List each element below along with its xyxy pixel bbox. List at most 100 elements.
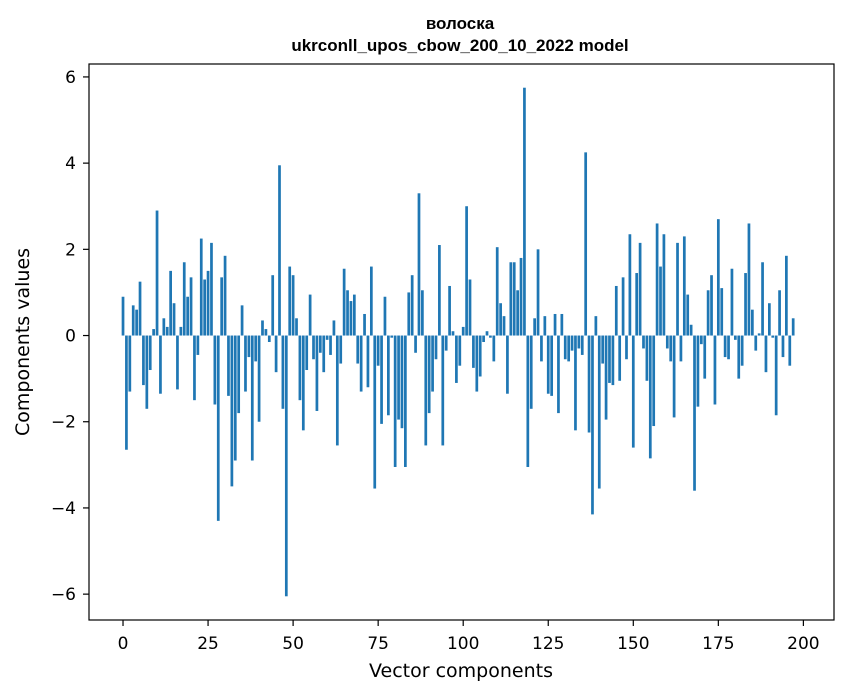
bar bbox=[716, 219, 720, 336]
bar bbox=[597, 335, 601, 489]
bar bbox=[254, 335, 258, 362]
bar bbox=[206, 270, 210, 336]
bar bbox=[247, 335, 251, 358]
bar bbox=[706, 290, 710, 336]
bar bbox=[417, 193, 421, 336]
bar bbox=[145, 335, 149, 409]
bar bbox=[560, 313, 564, 336]
bar bbox=[502, 316, 506, 336]
bar bbox=[325, 335, 329, 340]
bar bbox=[478, 335, 482, 377]
x-tick-label: 50 bbox=[282, 634, 304, 654]
bar bbox=[278, 165, 281, 336]
bar bbox=[730, 268, 734, 336]
bar bbox=[125, 335, 128, 450]
bar bbox=[346, 290, 349, 336]
y-tick-label: 2 bbox=[65, 240, 76, 260]
bar bbox=[155, 210, 159, 336]
bar bbox=[485, 331, 489, 336]
bar bbox=[250, 335, 254, 461]
bar bbox=[747, 223, 751, 336]
bar bbox=[312, 335, 315, 360]
bar bbox=[601, 335, 605, 364]
bar bbox=[148, 335, 152, 371]
bar bbox=[652, 335, 656, 427]
bar bbox=[349, 301, 353, 336]
bar bbox=[645, 335, 649, 381]
bar bbox=[489, 335, 492, 338]
bar bbox=[635, 273, 639, 336]
bar bbox=[196, 335, 200, 355]
bar bbox=[356, 335, 360, 364]
bar bbox=[468, 279, 472, 336]
bar bbox=[740, 335, 744, 366]
bar bbox=[152, 329, 155, 336]
bar bbox=[322, 335, 326, 373]
bar bbox=[448, 285, 451, 336]
bar bbox=[142, 335, 145, 386]
bar bbox=[693, 335, 696, 491]
bar bbox=[655, 223, 659, 336]
bar bbox=[785, 255, 788, 336]
bar bbox=[594, 316, 598, 336]
bar bbox=[438, 245, 441, 336]
bar bbox=[546, 335, 550, 394]
bar bbox=[768, 303, 771, 336]
bar bbox=[359, 335, 363, 392]
bar bbox=[397, 335, 400, 420]
bar bbox=[230, 335, 234, 487]
bar bbox=[210, 242, 213, 336]
bar bbox=[553, 313, 557, 336]
bar bbox=[713, 335, 717, 405]
bar bbox=[376, 335, 380, 366]
bar bbox=[621, 277, 625, 336]
bar bbox=[332, 320, 336, 336]
bar bbox=[291, 275, 295, 336]
y-tick-label: −2 bbox=[51, 413, 76, 433]
bar bbox=[431, 335, 434, 392]
bar bbox=[536, 249, 540, 336]
bar bbox=[373, 335, 377, 489]
bar bbox=[703, 335, 707, 379]
bar bbox=[509, 262, 513, 336]
bar bbox=[288, 266, 292, 336]
bar bbox=[761, 262, 764, 336]
bar bbox=[699, 335, 703, 345]
bar bbox=[550, 335, 554, 396]
bar bbox=[512, 262, 516, 336]
bar bbox=[387, 335, 390, 416]
bar bbox=[369, 266, 373, 336]
bars-group bbox=[121, 87, 795, 597]
bar bbox=[284, 335, 288, 597]
bar bbox=[604, 335, 608, 420]
bar bbox=[563, 335, 567, 360]
bar bbox=[189, 277, 193, 336]
bar bbox=[625, 335, 628, 360]
bar bbox=[744, 273, 747, 336]
bar bbox=[567, 335, 571, 362]
bar bbox=[723, 335, 727, 358]
bar bbox=[774, 335, 778, 416]
x-tick-label: 25 bbox=[197, 634, 219, 654]
bar bbox=[754, 335, 758, 351]
bar bbox=[638, 242, 642, 336]
y-tick-label: −4 bbox=[51, 499, 76, 519]
bar bbox=[193, 335, 196, 401]
bar bbox=[339, 335, 343, 364]
bar bbox=[764, 335, 768, 373]
bar bbox=[182, 262, 186, 336]
bar bbox=[329, 335, 332, 355]
bar bbox=[771, 335, 775, 338]
bar bbox=[523, 87, 526, 336]
bar bbox=[237, 335, 241, 414]
bar bbox=[788, 335, 792, 366]
bar bbox=[393, 335, 397, 467]
bar bbox=[186, 296, 190, 336]
bar bbox=[482, 335, 485, 342]
bar bbox=[580, 335, 584, 355]
x-tick-label: 125 bbox=[532, 634, 564, 654]
bar bbox=[689, 324, 693, 336]
bar bbox=[791, 318, 795, 336]
bar bbox=[203, 279, 207, 336]
